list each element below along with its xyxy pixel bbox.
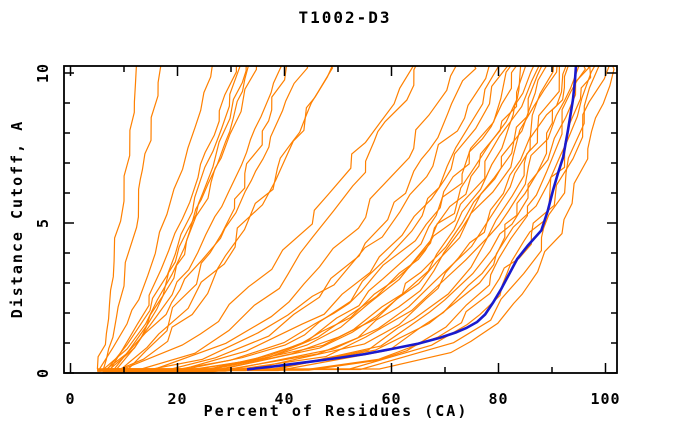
- model-curve: [102, 66, 162, 373]
- model-curve: [113, 66, 500, 372]
- model-curve: [97, 66, 596, 371]
- model-curve: [107, 66, 477, 372]
- model-curve: [96, 66, 137, 370]
- x-tick-label: 80: [488, 390, 508, 408]
- model-curve: [97, 66, 540, 371]
- model-curve: [97, 66, 580, 372]
- model-curve: [102, 66, 333, 370]
- x-tick-label: 60: [381, 390, 401, 408]
- y-tick-label: 0: [34, 368, 52, 378]
- x-tick-label: 20: [167, 390, 187, 408]
- x-tick-label: 0: [65, 390, 75, 408]
- model-curve: [107, 66, 592, 370]
- model-curve: [102, 66, 600, 371]
- model-curve: [97, 66, 213, 371]
- model-curve: [107, 66, 535, 372]
- model-curve: [113, 66, 610, 371]
- chart-title: T1002-D3: [298, 8, 392, 27]
- model-curve: [107, 66, 238, 372]
- highlight-curve: [246, 66, 578, 371]
- y-tick-label: 5: [34, 218, 52, 228]
- plot-border: [63, 65, 618, 374]
- model-curve: [113, 66, 417, 372]
- x-axis-title: Percent of Residues (CA): [203, 402, 469, 420]
- model-curve: [102, 66, 241, 371]
- model-curve: [102, 66, 509, 371]
- x-tick-label: 40: [274, 390, 294, 408]
- model-curve: [97, 66, 558, 370]
- model-curve: [107, 66, 334, 372]
- model-curve: [102, 66, 283, 371]
- y-tick-label: 10: [34, 63, 52, 83]
- model-curve: [97, 66, 490, 371]
- model-curve: [113, 66, 527, 372]
- model-curve: [107, 66, 258, 372]
- model-curve: [102, 66, 457, 370]
- x-tick-label: 100: [590, 390, 620, 408]
- model-curve: [113, 66, 590, 370]
- model-curve: [97, 66, 518, 371]
- plot-data-area: [96, 66, 615, 373]
- model-curve: [97, 66, 309, 370]
- model-curve: [102, 66, 560, 371]
- model-curve: [97, 66, 414, 370]
- model-curve: [97, 66, 249, 372]
- model-curve: [113, 66, 247, 371]
- model-curve: [113, 66, 288, 370]
- model-curve: [107, 66, 615, 370]
